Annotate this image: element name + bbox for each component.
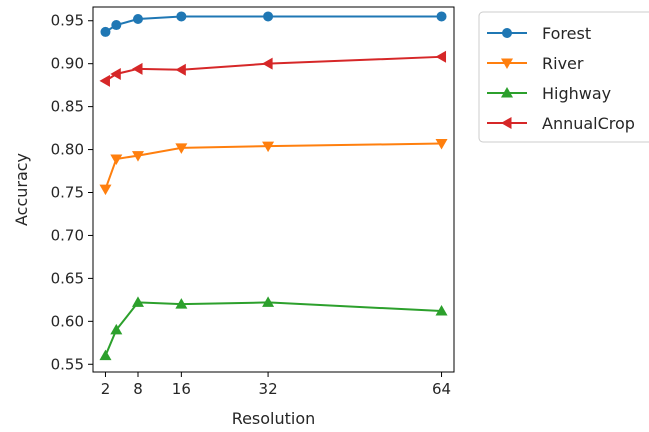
data-point-annualcrop (262, 57, 273, 70)
legend: Forest River Highway AnnualCrop (478, 11, 649, 143)
data-point-river (435, 139, 448, 150)
data-point-highway (175, 298, 188, 309)
legend-marker-highway (501, 87, 513, 98)
legend-marker-annualcrop (501, 117, 512, 129)
legend-label-forest: Forest (542, 24, 591, 43)
legend-label-annualcrop: AnnualCrop (542, 114, 635, 133)
series-line-highway (104, 301, 442, 357)
legend-item-forest: Forest (487, 24, 591, 43)
data-point-forest (176, 11, 187, 22)
legend-item-annualcrop: AnnualCrop (487, 114, 635, 133)
data-point-highway (99, 349, 112, 361)
data-point-forest (111, 20, 122, 31)
y-tick-label: 0.65 (51, 269, 84, 287)
data-point-annualcrop (175, 63, 186, 76)
y-tick-label: 0.90 (51, 55, 84, 73)
data-point-forest (100, 26, 111, 37)
series-highway (99, 296, 448, 361)
data-point-highway (435, 305, 448, 316)
data-point-highway (131, 296, 144, 307)
y-axis: 0.55 0.60 0.65 0.70 0.75 0.80 0.85 0.90 0.95 (51, 12, 93, 373)
data-point-annualcrop (110, 67, 121, 80)
data-point-highway (262, 296, 275, 307)
y-tick-label: 0.70 (51, 226, 84, 244)
legend-frame (478, 11, 649, 143)
data-point-annualcrop (99, 74, 110, 87)
data-point-forest (132, 14, 143, 25)
series-river (99, 139, 448, 196)
y-tick-label: 0.95 (51, 12, 84, 30)
series-line-forest (104, 15, 442, 33)
series-annualcrop (99, 50, 447, 87)
series-line-annualcrop (104, 55, 442, 82)
legend-item-highway: Highway (487, 84, 611, 103)
series-line-river (104, 142, 442, 190)
data-point-river (175, 143, 188, 154)
x-tick-label: 64 (432, 380, 451, 398)
legend-label-highway: Highway (542, 84, 611, 103)
y-axis-label: Accuracy (12, 153, 31, 226)
legend-item-river: River (487, 54, 584, 73)
data-point-river (262, 141, 275, 153)
x-tick-label: 16 (172, 380, 191, 398)
data-point-annualcrop (435, 50, 447, 63)
data-point-annualcrop (131, 62, 143, 75)
data-point-river (99, 184, 112, 196)
y-tick-label: 0.80 (51, 141, 84, 159)
x-tick-label: 32 (259, 380, 278, 398)
x-axis: 2 8 16 32 64 (101, 372, 451, 398)
y-tick-label: 0.60 (51, 312, 84, 330)
y-tick-label: 0.85 (51, 98, 84, 116)
series-layer (99, 11, 448, 361)
legend-marker-river (501, 58, 513, 69)
y-tick-label: 0.75 (51, 184, 84, 202)
legend-label-river: River (542, 54, 584, 73)
y-tick-label: 0.55 (51, 355, 84, 373)
x-tick-label: 8 (133, 380, 143, 398)
plot-frame (92, 6, 455, 373)
data-point-river (131, 151, 144, 162)
x-tick-label: 2 (101, 380, 111, 398)
data-point-forest (436, 11, 447, 22)
legend-marker-forest (502, 28, 512, 38)
data-point-highway (110, 323, 123, 335)
data-point-forest (263, 11, 274, 22)
data-point-river (110, 154, 123, 166)
series-forest (100, 11, 447, 37)
x-axis-label: Resolution (232, 409, 316, 428)
